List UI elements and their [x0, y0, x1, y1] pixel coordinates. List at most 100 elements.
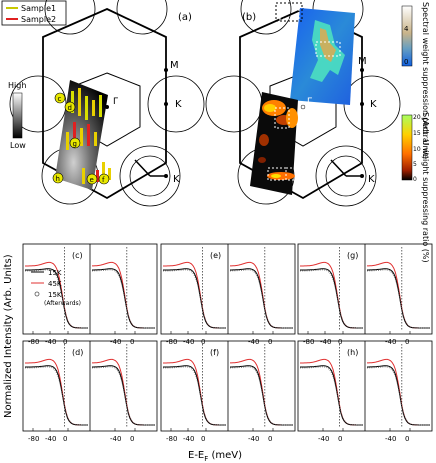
- x-tick-label: 0: [201, 338, 205, 346]
- x-tick-label: -40: [248, 435, 259, 443]
- edc-15k-afterwards: [367, 366, 430, 426]
- edc-45k: [25, 358, 88, 426]
- colorbar-suppression: [401, 5, 413, 67]
- edc-45k: [92, 358, 155, 426]
- x-tick-label: -40: [248, 338, 259, 346]
- x-tick-label: 0: [63, 338, 67, 346]
- point-label-k-b: K: [370, 99, 377, 110]
- gamma-k-line-a2: [134, 159, 151, 177]
- edc-15k-afterwards: [92, 366, 155, 426]
- cut-label-d: d: [68, 104, 72, 112]
- x-tick-label: -40: [183, 435, 194, 443]
- m-point-a: [164, 68, 168, 72]
- colorbar-suppression-tick-max: 4: [404, 25, 409, 33]
- fermi-circle-b7: [325, 155, 367, 197]
- fermi-circle-a1: [44, 0, 96, 35]
- m-point-b: [360, 68, 364, 72]
- y-axis-label: Normalized Intensity (Arb. Units): [3, 254, 14, 418]
- edc-15k-afterwards: [92, 269, 155, 329]
- spectrum-panel-label: (e): [210, 251, 221, 260]
- legend-label-15k: 15K: [48, 269, 62, 277]
- spectrum-panel-label: (c): [72, 251, 83, 260]
- cut-label-e-bg: [86, 173, 98, 185]
- ratio-hotspots: [258, 100, 298, 180]
- gamma-k-line-b2: [330, 159, 347, 177]
- spectra-legend: 15K 45K 15K (Afterwards): [31, 269, 81, 307]
- edc-45k: [230, 358, 293, 426]
- colorbar-ratio-tick-5: 5: [413, 161, 417, 168]
- edc-15k-afterwards: [163, 366, 226, 426]
- spectrum-panel: (d) -80 -40 0 -40 0: [22, 340, 158, 443]
- x-tick-label: -80: [28, 338, 39, 346]
- edc-15k: [300, 365, 363, 426]
- gamma-point-b: [300, 104, 306, 110]
- scale-low-label: Low: [10, 141, 26, 150]
- edc-15k: [300, 268, 363, 329]
- edc-45k: [92, 261, 155, 329]
- colorbar-ratio-tick-0: 0: [413, 176, 417, 183]
- x-tick-label: 0: [130, 435, 134, 443]
- k-point-b2: [360, 174, 364, 178]
- x-tick-label: 0: [268, 338, 272, 346]
- colorbar-suppression-tick-min: 0: [404, 58, 408, 66]
- dashed-regions: [267, 4, 341, 181]
- fermi-circle-a4: [147, 75, 205, 133]
- panel-b: (b) M K Γ K 4 0 Spectral weight suppress…: [205, 0, 430, 263]
- edc-15k: [163, 268, 226, 329]
- legend-label-45k: 45K: [48, 280, 62, 288]
- cut-marks-a: [66, 88, 111, 184]
- fermi-circle-a6: [119, 145, 181, 207]
- panel-a-label: (a): [178, 12, 192, 23]
- fermi-circle-a7: [129, 155, 171, 197]
- edc-45k: [367, 261, 430, 329]
- x-axis-label: E-EF (meV): [188, 450, 242, 463]
- edc-15k: [163, 365, 226, 426]
- point-label-k-a: K: [175, 99, 182, 110]
- spectrum-panel-label: (g): [347, 251, 358, 260]
- point-label-m-b: M: [358, 56, 367, 67]
- spectrum-panel: (c) -80 -40 0 -40 0: [22, 243, 158, 346]
- outer-hexagon-a: [42, 8, 167, 200]
- dashed-box-outer: [275, 2, 303, 22]
- point-label-k2-b: K: [368, 174, 375, 185]
- legend-marker-15k-after: [34, 291, 40, 297]
- edc-15k-afterwards: [25, 366, 88, 426]
- scale-high-label: High: [8, 81, 26, 90]
- x-tick-label: -40: [320, 338, 331, 346]
- x-tick-label: 0: [63, 435, 67, 443]
- spectrum-panel: (f) -80 -40 0 -40 0: [160, 340, 296, 443]
- fermi-circle-b3: [205, 75, 263, 133]
- legend-label-sample1: Sample1: [21, 4, 56, 13]
- x-axis-label-unit: (meV): [208, 450, 242, 461]
- point-label-k2-a: K: [173, 174, 180, 185]
- x-tick-label: -40: [45, 338, 56, 346]
- x-tick-label: -40: [385, 435, 396, 443]
- legend-label-sample2: Sample2: [21, 15, 56, 24]
- x-tick-label: 0: [405, 435, 409, 443]
- colorbar-ratio-title: Spectral weight suppressing ratio (%): [421, 112, 430, 263]
- edc-15k-afterwards: [163, 269, 226, 329]
- spectrum-panel: (e) -80 -40 0 -40 0: [160, 243, 296, 346]
- edc-15k-afterwards: [367, 269, 430, 329]
- fermi-circle-a2: [116, 0, 168, 35]
- x-tick-label: 0: [268, 435, 272, 443]
- edc-15k: [230, 365, 293, 426]
- suppression-hot: [320, 28, 336, 62]
- edc-45k: [163, 261, 226, 329]
- x-tick-label: -40: [110, 338, 121, 346]
- x-tick-label: 0: [405, 338, 409, 346]
- cut-label-e: e: [90, 176, 94, 184]
- cut-label-c: c: [58, 95, 62, 103]
- x-tick-label: 0: [338, 338, 342, 346]
- edc-15k: [92, 268, 155, 329]
- cut-label-f-bg: [98, 173, 110, 185]
- point-label-gamma-a: Γ: [113, 97, 118, 107]
- spectrum-panel: (h) -40 0 -40 0: [297, 340, 433, 443]
- intensity-scale-bar: [12, 92, 23, 139]
- x-tick-label: -40: [385, 338, 396, 346]
- legend-label-15k-after: 15K: [48, 291, 62, 299]
- panel-b-label: (b): [242, 12, 256, 23]
- point-label-gamma-b: Γ: [307, 97, 312, 107]
- cut-label-g-bg: [69, 137, 81, 149]
